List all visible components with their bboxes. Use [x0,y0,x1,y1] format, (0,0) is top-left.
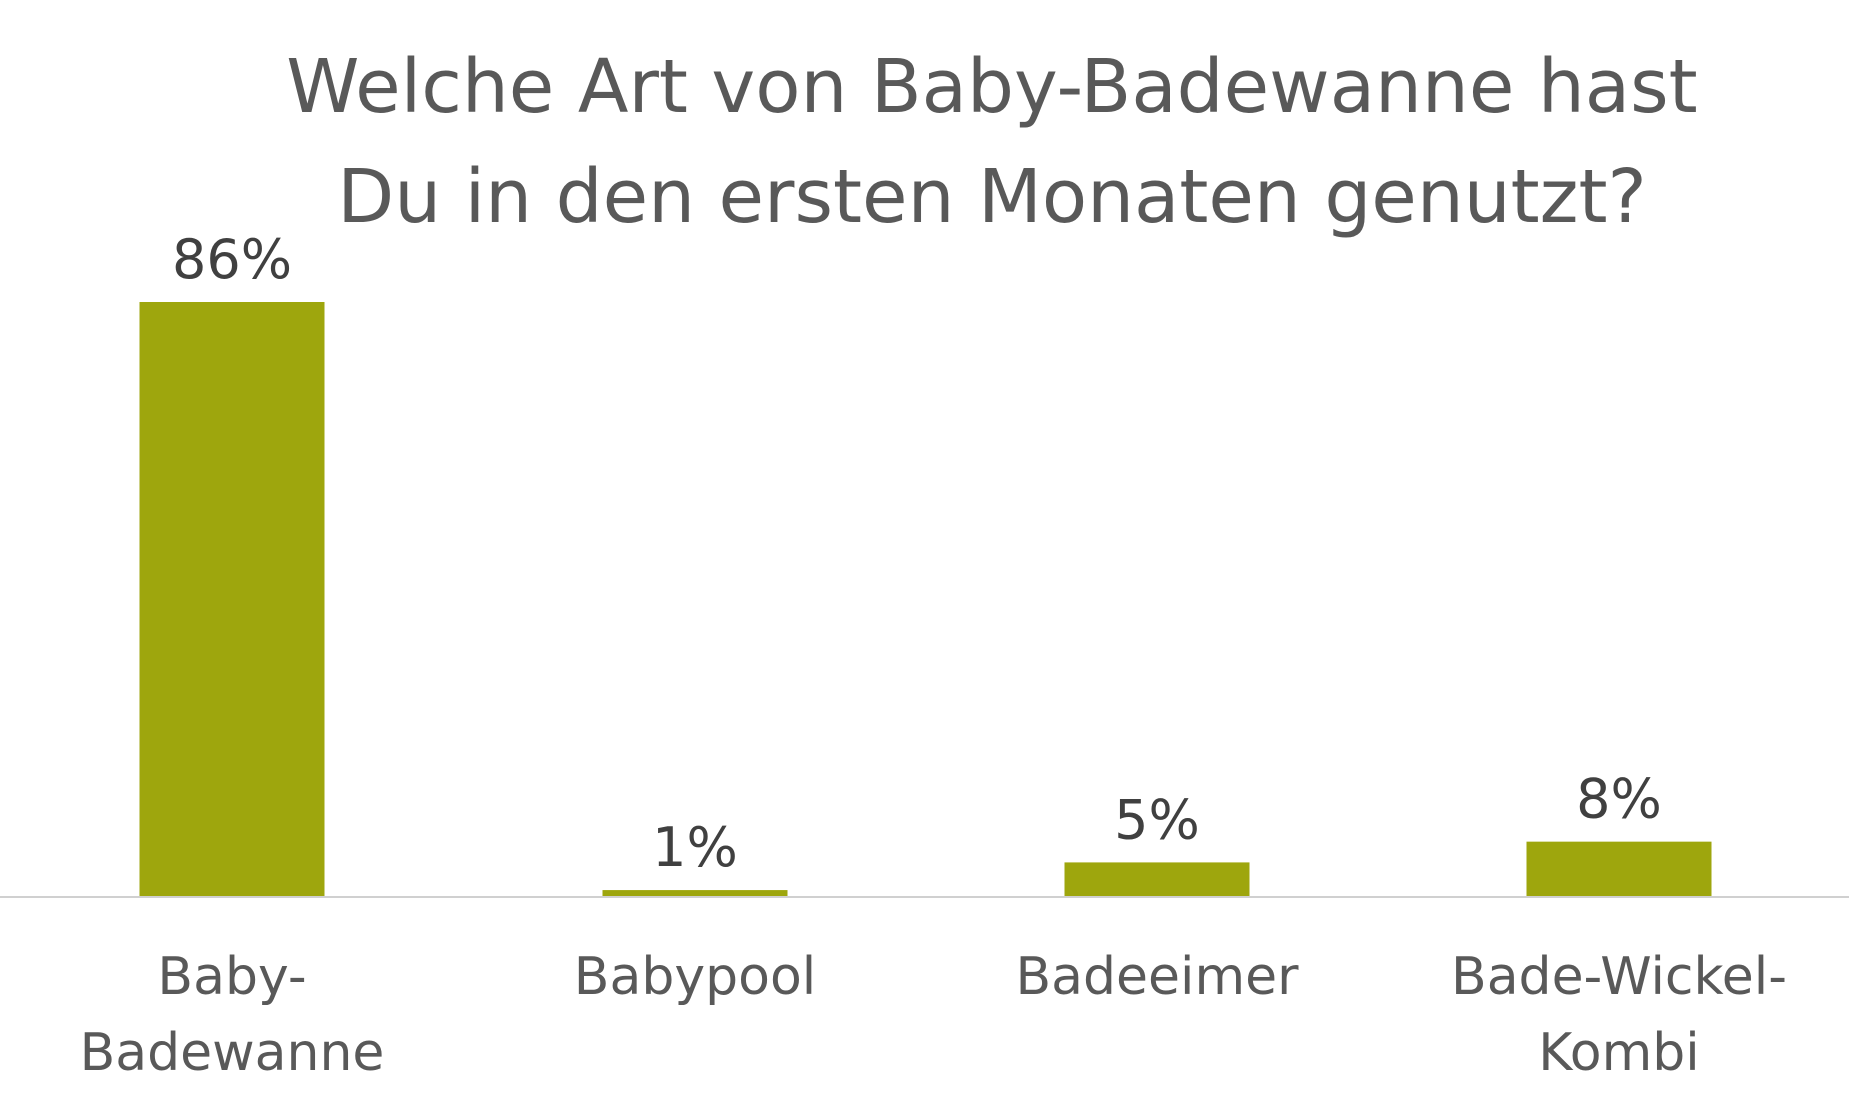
chart-title-line-2: Du in den ersten Monaten genutzt? [337,154,1647,240]
category-label: Badeeimer [1015,947,1299,1007]
value-label: 86% [172,228,292,291]
category-label: Bade-Wickel- [1451,947,1787,1007]
category-labels-group: Baby- Badewanne Babypool Badeeimer Bade-Wick… [80,947,1787,1083]
category-label: Baby- [157,947,306,1007]
category-label: Badewanne [80,1023,385,1083]
chart-title-line-1: Welche Art von Baby-Badewanne hast [286,44,1697,130]
bar [602,890,788,897]
category-label: Kombi [1538,1023,1699,1083]
bar [1064,862,1250,897]
value-label: 8% [1576,768,1662,831]
chart-title: Welche Art von Baby-Badewanne hast Du in… [286,44,1697,240]
value-labels-group: 86% 1% 5% 8% [172,228,1662,879]
bar [139,302,325,897]
category-label: Babypool [574,947,816,1007]
bars-group [139,302,1712,897]
bar [1526,841,1712,897]
value-label: 1% [652,816,738,879]
value-label: 5% [1114,788,1200,851]
